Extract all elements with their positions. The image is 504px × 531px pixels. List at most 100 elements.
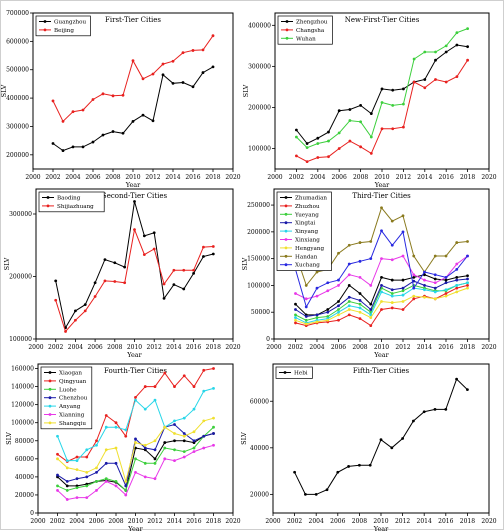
- legend-entry: Handan: [295, 254, 318, 260]
- y-tick-label: 300000: [248, 63, 271, 70]
- x-tick-label: 2020: [481, 344, 496, 351]
- x-tick-label: 2014: [417, 174, 432, 181]
- data-point: [181, 81, 185, 84]
- data-point: [211, 252, 215, 256]
- data-point: [134, 437, 137, 441]
- data-point: [327, 155, 330, 159]
- legend-entry: Beijing: [54, 28, 74, 34]
- data-point: [143, 407, 147, 411]
- chart-panel-5: Fourth-Tier Cities 2000 2002 2004 2006 2008 20…: [5, 363, 241, 531]
- y-tick-label: 400000: [248, 22, 271, 29]
- data-point: [111, 94, 115, 98]
- y-tick-label: 300000: [6, 123, 29, 130]
- data-point: [192, 430, 196, 434]
- data-point: [455, 278, 459, 282]
- data-point: [391, 88, 395, 92]
- data-point: [101, 133, 105, 137]
- data-point: [444, 80, 448, 84]
- data-point: [173, 419, 176, 423]
- data-point: [412, 80, 416, 84]
- data-point: [316, 136, 320, 140]
- x-tick-label: 2006: [330, 518, 345, 525]
- x-tick-label: 2016: [438, 344, 453, 351]
- data-point: [401, 289, 405, 293]
- legend-swatch-marker: [284, 221, 288, 225]
- data-point: [402, 87, 405, 91]
- data-point: [390, 306, 394, 310]
- data-point: [390, 446, 394, 450]
- series-beijing: [51, 34, 215, 123]
- data-point: [142, 234, 146, 238]
- data-point: [294, 308, 297, 311]
- data-point: [85, 455, 89, 459]
- data-point: [75, 477, 79, 481]
- series-line: [52, 35, 214, 123]
- data-point: [390, 288, 394, 292]
- x-tick-label: 2006: [332, 174, 347, 181]
- data-point: [337, 109, 341, 113]
- data-point: [124, 493, 128, 497]
- legend-entry: Changsha: [296, 28, 325, 34]
- data-point: [192, 268, 196, 272]
- data-point: [358, 463, 361, 467]
- data-point: [114, 421, 118, 425]
- series-luohe: [56, 425, 215, 492]
- data-point: [423, 295, 426, 299]
- series-xinxiang: [294, 254, 469, 301]
- y-tick-label: 300000: [9, 211, 32, 218]
- legend-swatch-marker: [284, 238, 288, 241]
- data-point: [211, 245, 215, 248]
- data-point: [434, 50, 437, 54]
- x-tick-label: 2002: [287, 518, 302, 525]
- data-point: [294, 302, 297, 306]
- data-point: [412, 294, 416, 298]
- x-tick-label: 2008: [352, 518, 367, 525]
- legend-entry: Guangzhou: [54, 20, 87, 26]
- x-tick-label: 2000: [265, 518, 280, 525]
- chart-title: Fourth-Tier Cities: [104, 367, 167, 375]
- data-point: [133, 228, 136, 232]
- legend: Zhumadian Zhuzhou Yueyang Xingtai Xinyang Xin…: [276, 191, 332, 271]
- data-point: [455, 286, 459, 290]
- data-point: [151, 72, 155, 76]
- chart-panel-6: Fifth-Tier Cities 2000 2002 2004 2006 2008 201…: [240, 363, 497, 531]
- x-tick-label: 2004: [69, 518, 84, 525]
- data-point: [74, 318, 77, 322]
- data-point: [369, 257, 373, 261]
- data-point: [91, 98, 95, 101]
- data-point: [423, 86, 427, 90]
- data-point: [182, 432, 186, 435]
- data-point: [466, 45, 469, 49]
- x-tick-label: 2014: [417, 518, 432, 525]
- series-wuhan: [295, 27, 469, 150]
- data-point: [337, 310, 340, 314]
- data-point: [369, 240, 373, 243]
- data-point: [173, 448, 176, 452]
- data-point: [401, 230, 405, 234]
- data-point: [104, 425, 108, 429]
- data-point: [369, 308, 373, 311]
- x-tick-label: 2008: [107, 344, 122, 351]
- series-changsha: [295, 58, 469, 164]
- data-point: [85, 470, 89, 474]
- x-tick-label: 2010: [373, 518, 388, 525]
- x-tick-label: 2020: [481, 174, 496, 181]
- y-tick-label: 200000: [248, 104, 271, 111]
- data-point: [390, 292, 394, 295]
- y-tick-label: 500000: [6, 67, 29, 74]
- data-point: [347, 243, 351, 247]
- x-tick-label: 2020: [225, 174, 240, 181]
- data-point: [143, 461, 147, 465]
- x-tick-label: 2004: [68, 344, 83, 351]
- data-point: [337, 131, 341, 135]
- data-point: [455, 377, 458, 381]
- x-tick-label: 2002: [289, 174, 304, 181]
- data-point: [114, 479, 118, 483]
- legend-swatch-marker: [285, 28, 289, 32]
- data-point: [466, 240, 469, 243]
- y-tick-label: 60000: [15, 456, 34, 463]
- y-axis-label: SLV: [242, 84, 250, 97]
- x-tick-label: 2004: [65, 174, 80, 181]
- data-point: [315, 316, 319, 319]
- data-point: [104, 414, 108, 417]
